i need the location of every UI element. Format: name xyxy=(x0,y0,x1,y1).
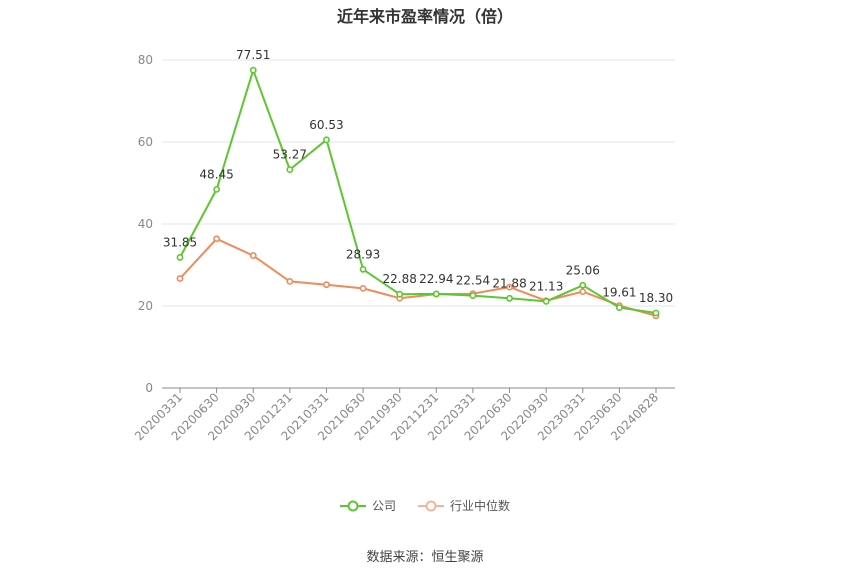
legend-item-industry[interactable]: 行业中位数 xyxy=(418,497,510,514)
series-line-1 xyxy=(179,237,657,317)
series-point-1 xyxy=(506,283,513,291)
data-label: 21.13 xyxy=(529,279,563,293)
data-label: 60.53 xyxy=(309,118,343,132)
data-label: 22.94 xyxy=(419,272,453,286)
legend-label-industry: 行业中位数 xyxy=(450,499,511,513)
legend: 公司 行业中位数 xyxy=(0,497,850,514)
legend-line-icon-company xyxy=(339,500,366,511)
chart-title: 近年来市盈率情况（倍） xyxy=(336,7,513,26)
series-point-0 xyxy=(469,292,477,299)
series-point-1 xyxy=(323,281,330,289)
legend-line-icon-industry xyxy=(418,500,444,511)
data-label: 25.06 xyxy=(566,263,600,277)
series-layer xyxy=(176,66,660,320)
series-point-0 xyxy=(286,166,294,173)
series-point-0 xyxy=(323,136,330,144)
y-tick-label: 60 xyxy=(138,135,153,149)
x-axis: 2020033120200630202009302020123120210331… xyxy=(132,387,675,443)
data-label: 28.93 xyxy=(346,247,380,261)
data-label: 31.85 xyxy=(163,235,197,249)
data-label: 22.88 xyxy=(383,272,417,286)
series-point-1 xyxy=(213,235,221,243)
legend-item-company[interactable]: 公司 xyxy=(339,497,396,514)
data-label: 21.88 xyxy=(492,276,526,290)
series-point-0 xyxy=(432,290,440,298)
grid-lines xyxy=(162,59,675,307)
series-point-0 xyxy=(579,281,587,289)
series-point-0 xyxy=(396,290,404,298)
series-point-0 xyxy=(542,297,550,305)
data-label: 53.27 xyxy=(273,148,307,162)
series-point-0 xyxy=(506,294,513,302)
data-label: 77.51 xyxy=(236,48,270,62)
y-tick-label: 0 xyxy=(145,381,153,395)
series-point-0 xyxy=(615,304,623,311)
series-line-0 xyxy=(179,69,657,314)
series-point-1 xyxy=(359,284,367,292)
series-point-0 xyxy=(213,185,221,193)
legend-label-company: 公司 xyxy=(371,499,396,513)
series-point-1 xyxy=(579,288,587,296)
series-point-0 xyxy=(359,265,367,273)
data-source: 数据来源：恒生聚源 xyxy=(366,550,484,565)
y-tick-label: 80 xyxy=(138,53,153,67)
data-label: 48.45 xyxy=(199,167,233,181)
data-label: 22.54 xyxy=(456,274,490,288)
data-label: 19.61 xyxy=(602,286,636,300)
series-point-1 xyxy=(176,275,184,282)
y-axis: 0 20 40 60 80 xyxy=(138,53,153,395)
y-tick-label: 20 xyxy=(138,299,153,313)
series-point-1 xyxy=(286,277,294,285)
y-tick-label: 40 xyxy=(138,217,153,231)
series-point-0 xyxy=(176,254,184,261)
data-label: 18.30 xyxy=(639,291,673,305)
series-point-0 xyxy=(652,309,660,317)
series-point-1 xyxy=(249,252,257,259)
series-point-0 xyxy=(249,66,257,74)
